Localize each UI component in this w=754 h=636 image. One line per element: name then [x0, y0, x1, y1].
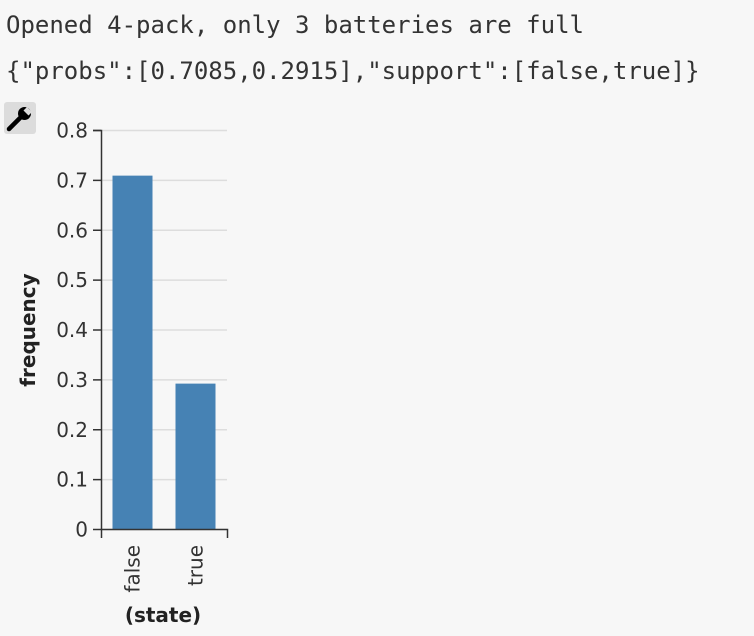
bar-true — [175, 383, 216, 529]
x-tick-label-false: false — [121, 545, 145, 593]
y-tick-label: 0.7 — [56, 168, 88, 192]
chart-options-button[interactable] — [4, 102, 36, 134]
y-tick-label: 0.4 — [56, 318, 88, 342]
y-tick-label: 0 — [75, 518, 88, 542]
y-axis-title: frequency — [16, 273, 40, 386]
axes: 0 0.1 0.2 0.3 0.4 0.5 0.6 0.7 0.8 false true — [56, 119, 229, 593]
wrench-icon — [6, 107, 32, 132]
output-title-text: Opened 4-pack, only 3 batteries are full — [6, 11, 584, 39]
bar-false — [112, 175, 153, 529]
x-axis-title: (state) — [125, 603, 201, 627]
x-tick-label-true: true — [184, 545, 208, 586]
y-tick-label: 0.8 — [56, 119, 88, 143]
y-tick-label: 0.3 — [56, 368, 88, 392]
output-json-text: {"probs":[0.7085,0.2915],"support":[fals… — [6, 57, 700, 85]
y-axis-line — [93, 129, 103, 530]
y-tick-label: 0.2 — [56, 418, 88, 442]
bars — [112, 175, 216, 529]
y-tick-label: 0.1 — [56, 468, 88, 492]
y-tick-label: 0.6 — [56, 218, 88, 242]
y-tick-label: 0.5 — [56, 268, 88, 292]
x-axis-line — [100, 528, 229, 538]
